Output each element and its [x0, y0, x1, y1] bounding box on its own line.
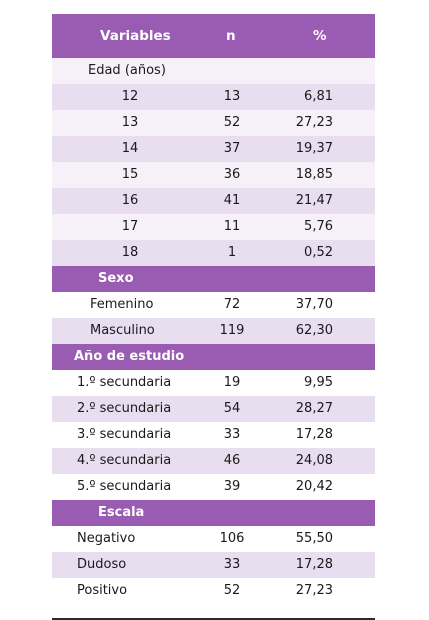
table-row: Masculino 119 62,30	[52, 318, 375, 344]
row-percent: 5,76	[304, 219, 333, 234]
table-row: 12 13 6,81	[52, 84, 375, 110]
table-header: Variables n %	[52, 14, 375, 58]
row-percent: 27,23	[295, 583, 333, 598]
row-label: 1.º secundaria	[77, 375, 172, 390]
row-percent: 6,81	[304, 89, 333, 104]
table-row: 4.º secundaria 46 24,08	[52, 448, 375, 474]
table-row: 14 37 19,37	[52, 136, 375, 162]
row-percent: 20,42	[295, 479, 333, 494]
header-n: n	[226, 28, 236, 44]
row-label: 14	[121, 141, 139, 156]
header-percent: %	[313, 28, 327, 44]
section-row: Escala	[52, 500, 375, 526]
section-title: Escala	[98, 505, 145, 520]
row-label: Negativo	[77, 531, 136, 546]
row-label: Dudoso	[77, 557, 127, 572]
row-percent: 0,52	[304, 245, 333, 260]
table-row: 13 52 27,23	[52, 110, 375, 136]
row-percent: 19,37	[295, 141, 333, 156]
table-row: 2.º secundaria 54 28,27	[52, 396, 375, 422]
section-row: Año de estudio	[52, 344, 375, 370]
row-label: 5.º secundaria	[77, 479, 172, 494]
row-label: 4.º secundaria	[77, 453, 172, 468]
row-percent: 17,28	[295, 427, 333, 442]
row-label: 12	[121, 89, 139, 104]
row-percent: 21,47	[295, 193, 333, 208]
row-percent: 28,27	[295, 401, 333, 416]
table-row: Dudoso 33 17,28	[52, 552, 375, 578]
table-row: 1.º secundaria 19 9,95	[52, 370, 375, 396]
row-percent: 9,95	[304, 375, 333, 390]
row-percent: 24,08	[295, 453, 333, 468]
row-label: 3.º secundaria	[77, 427, 172, 442]
row-percent: 18,85	[295, 167, 333, 182]
table-row: Femenino 72 37,70	[52, 292, 375, 318]
section-title: Año de estudio	[74, 349, 185, 364]
table-row: 15 36 18,85	[52, 162, 375, 188]
table-body: Edad (años) 12 13 6,81 13 52 27,23 14 37 19,37 15 3…	[52, 58, 375, 604]
row-percent: 17,28	[295, 557, 333, 572]
section-row: Sexo	[52, 266, 375, 292]
row-label: Positivo	[77, 583, 128, 598]
row-label: 13	[121, 115, 139, 130]
row-label: 15	[121, 167, 139, 182]
row-label: 18	[121, 245, 139, 260]
row-percent: 62,30	[295, 323, 333, 338]
section-title: Sexo	[98, 271, 134, 286]
data-table: Variables n % Edad (años) 12 13 6,81 13 52 27,…	[52, 14, 375, 604]
table-row: 16 41 21,47	[52, 188, 375, 214]
section-title: Edad (años)	[88, 63, 166, 78]
table-row: Negativo 106 55,50	[52, 526, 375, 552]
table-row: 18 1 0,52	[52, 240, 375, 266]
row-label: 2.º secundaria	[77, 401, 172, 416]
table-row: 5.º secundaria 39 20,42	[52, 474, 375, 500]
row-label: 16	[121, 193, 139, 208]
row-percent: 37,70	[295, 297, 333, 312]
row-label: Femenino	[90, 297, 154, 312]
table-row: Positivo 52 27,23	[52, 578, 375, 604]
table-row: 3.º secundaria 33 17,28	[52, 422, 375, 448]
row-percent: 55,50	[295, 531, 333, 546]
row-percent: 27,23	[295, 115, 333, 130]
header-variables: Variables	[100, 28, 171, 44]
section-row: Edad (años)	[52, 58, 375, 84]
table-row: 17 11 5,76	[52, 214, 375, 240]
row-label: Masculino	[90, 323, 155, 338]
row-label: 17	[121, 219, 139, 234]
